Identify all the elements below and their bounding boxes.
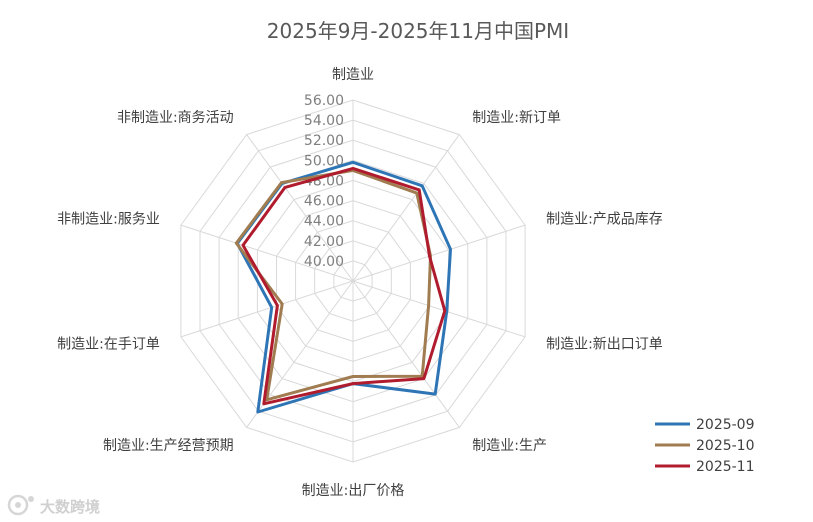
category-label: 非制造业:商务活动 bbox=[117, 110, 234, 126]
tick-label: 40.00 bbox=[304, 254, 344, 270]
category-label: 制造业:新订单 bbox=[472, 110, 561, 126]
legend-label: 2025-10 bbox=[696, 438, 755, 454]
category-label: 制造业:新出口订单 bbox=[546, 337, 663, 353]
category-label: 制造业:生产经营预期 bbox=[103, 438, 234, 454]
grid-spoke bbox=[246, 134, 354, 282]
series-lines bbox=[234, 160, 452, 414]
category-label: 制造业 bbox=[332, 67, 374, 83]
legend-label: 2025-11 bbox=[696, 459, 755, 475]
tick-label: 54.00 bbox=[304, 113, 344, 129]
grid-spoke bbox=[352, 224, 526, 282]
legend: 2025-09 2025-10 2025-11 bbox=[655, 417, 755, 475]
watermark: 大数跨境 bbox=[7, 494, 100, 516]
series-line-2025-11 bbox=[241, 166, 447, 406]
legend-item: 2025-09 bbox=[655, 417, 755, 433]
category-label: 制造业:生产 bbox=[472, 438, 547, 454]
tick-label: 56.00 bbox=[304, 93, 344, 109]
tick-label: 46.00 bbox=[304, 194, 344, 210]
grid-spoke bbox=[180, 224, 354, 282]
grid-spoke bbox=[352, 280, 526, 338]
grid-spoke bbox=[246, 280, 354, 428]
grid-spoke bbox=[352, 134, 460, 282]
tick-label: 50.00 bbox=[304, 153, 344, 169]
category-label: 制造业:出厂价格 bbox=[302, 483, 405, 499]
grid-spoke bbox=[180, 280, 354, 338]
category-label: 非制造业:服务业 bbox=[57, 211, 160, 227]
tick-label: 42.00 bbox=[304, 234, 344, 250]
category-labels: 制造业制造业:新订单制造业:产成品库存制造业:新出口订单制造业:生产制造业:出厂… bbox=[57, 67, 663, 499]
legend-item: 2025-10 bbox=[655, 438, 755, 454]
category-label: 制造业:产成品库存 bbox=[546, 211, 663, 227]
grid-spoke bbox=[352, 280, 460, 428]
watermark-text: 大数跨境 bbox=[40, 498, 100, 516]
legend-item: 2025-11 bbox=[655, 459, 755, 475]
legend-label: 2025-09 bbox=[696, 417, 755, 433]
tick-label: 44.00 bbox=[304, 214, 344, 230]
chart-title: 2025年9月-2025年11月中国PMI bbox=[267, 19, 569, 43]
tick-label: 52.00 bbox=[304, 133, 344, 149]
category-label: 制造业:在手订单 bbox=[57, 337, 160, 353]
radar-spokes bbox=[180, 100, 526, 462]
watermark-logo bbox=[7, 494, 34, 516]
